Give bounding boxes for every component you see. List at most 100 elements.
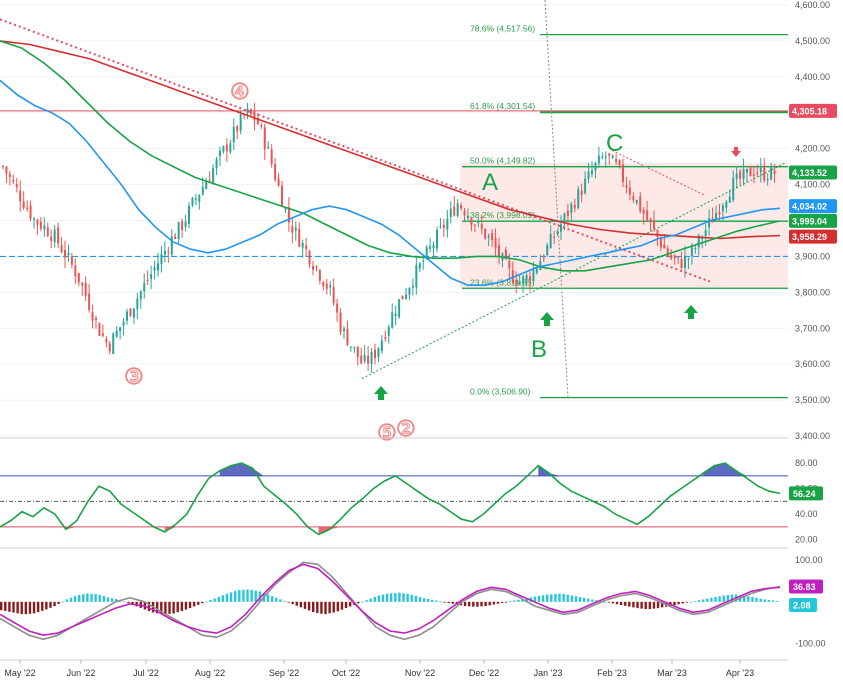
candle-body (721, 205, 724, 212)
macd-tick-label: -100.00 (795, 639, 826, 649)
macd-tick-label: 100.00 (795, 555, 823, 565)
macd-hist-bar (697, 600, 701, 602)
candle-body (608, 153, 611, 156)
sma-blue-line (0, 79, 781, 286)
macd-hist-bar (20, 601, 23, 615)
macd-badge-bg (789, 579, 823, 594)
candle-body (494, 238, 497, 249)
candle-body (422, 260, 425, 262)
candle-body (759, 167, 762, 173)
candle-body (746, 168, 748, 173)
candle-body (766, 179, 769, 181)
macd-hist-bar (131, 601, 134, 605)
candle-body (339, 312, 342, 333)
macd-hist-bar (463, 601, 467, 607)
wave-label-c: C (606, 130, 623, 157)
macd-line (0, 561, 781, 641)
candle-body (367, 355, 370, 364)
candle-body (666, 248, 669, 256)
candle-body (181, 220, 184, 230)
candle-body (690, 247, 693, 257)
macd-hist-bar (681, 601, 684, 604)
candle-body (325, 283, 328, 289)
macd-hist-bar (357, 601, 360, 604)
macd-hist-bar (730, 594, 734, 602)
macd-hist-bar (41, 601, 44, 611)
candle-body (504, 249, 507, 260)
macd-hist-bar (73, 596, 77, 602)
candle-body (26, 207, 29, 209)
macd-hist-bar (45, 601, 48, 610)
candle-body (484, 228, 487, 239)
macd-hist-bar (279, 599, 282, 602)
candle-body (12, 179, 15, 182)
macd-hist-bar (702, 599, 705, 602)
candle-body (535, 268, 538, 273)
candle-body (618, 160, 621, 166)
signal-line (0, 563, 781, 637)
candle-body (119, 327, 122, 332)
macd-hist-bar (344, 601, 348, 609)
x-tick-label: Feb '23 (597, 668, 627, 678)
fib-label: 38.2% (3,998.09) (470, 210, 535, 220)
macd-hist-bar (500, 601, 504, 603)
candle-body (150, 274, 153, 280)
macd-hist-bar (303, 601, 307, 609)
up-arrow-icon (684, 305, 698, 319)
fib-label: 78.6% (4,517.56) (470, 24, 535, 34)
rsi-tick-label: 40.00 (795, 509, 818, 519)
candle-body (46, 227, 49, 237)
price-tick-label: 3,900.00 (795, 251, 830, 261)
candle-body (670, 254, 673, 259)
candle-body (160, 254, 163, 265)
candle-body (770, 166, 773, 180)
macd-hist-bar (562, 593, 565, 602)
macd-hist-bar (86, 593, 89, 602)
candle-body (384, 337, 387, 340)
candle-body (43, 225, 46, 230)
macd-hist-bar (373, 596, 376, 602)
macd-hist-bar (488, 601, 491, 606)
macd-hist-bar (69, 597, 73, 602)
macd-hist-bar (558, 593, 561, 602)
macd-hist-bar (566, 594, 569, 602)
macd-hist-bar (414, 595, 418, 602)
candle-body (129, 308, 132, 317)
candle-body (212, 168, 215, 183)
candle-body (387, 327, 390, 336)
price-tick-label: 3,500.00 (795, 395, 830, 405)
candle-body (656, 230, 659, 237)
candle-body (50, 236, 53, 242)
candle-body (491, 233, 494, 240)
candle-body (167, 251, 170, 253)
candle-body (229, 143, 232, 153)
macd-hist-bar (61, 601, 64, 603)
macd-hist-bar (775, 600, 779, 602)
macd-hist-bar (365, 600, 368, 602)
macd-hist-bar (369, 598, 372, 602)
macd-hist-bar (591, 599, 594, 602)
candle-body (577, 189, 580, 208)
candle-body (529, 276, 531, 282)
macd-hist-bar (554, 593, 557, 602)
candle-body (222, 146, 225, 152)
macd-hist-bar (611, 601, 615, 604)
macd-hist-bar (648, 601, 652, 610)
macd-hist-bar (312, 601, 315, 613)
macd-hist-bar (615, 601, 619, 605)
candle-body (539, 260, 542, 271)
candle-body (642, 209, 645, 214)
macd-hist-bar (168, 601, 171, 614)
macd-hist-bar (439, 601, 442, 603)
macd-hist-bar (24, 601, 28, 615)
candle-body (122, 321, 125, 326)
candle-body (267, 146, 270, 149)
macd-hist-bar (763, 599, 766, 602)
macd-hist-bar (184, 601, 188, 610)
downtrend-line (0, 18, 711, 283)
macd-hist-bar (53, 601, 56, 607)
macd-hist-bar (361, 601, 364, 603)
candle-body (429, 246, 432, 249)
macd-hist-bar (771, 600, 775, 602)
